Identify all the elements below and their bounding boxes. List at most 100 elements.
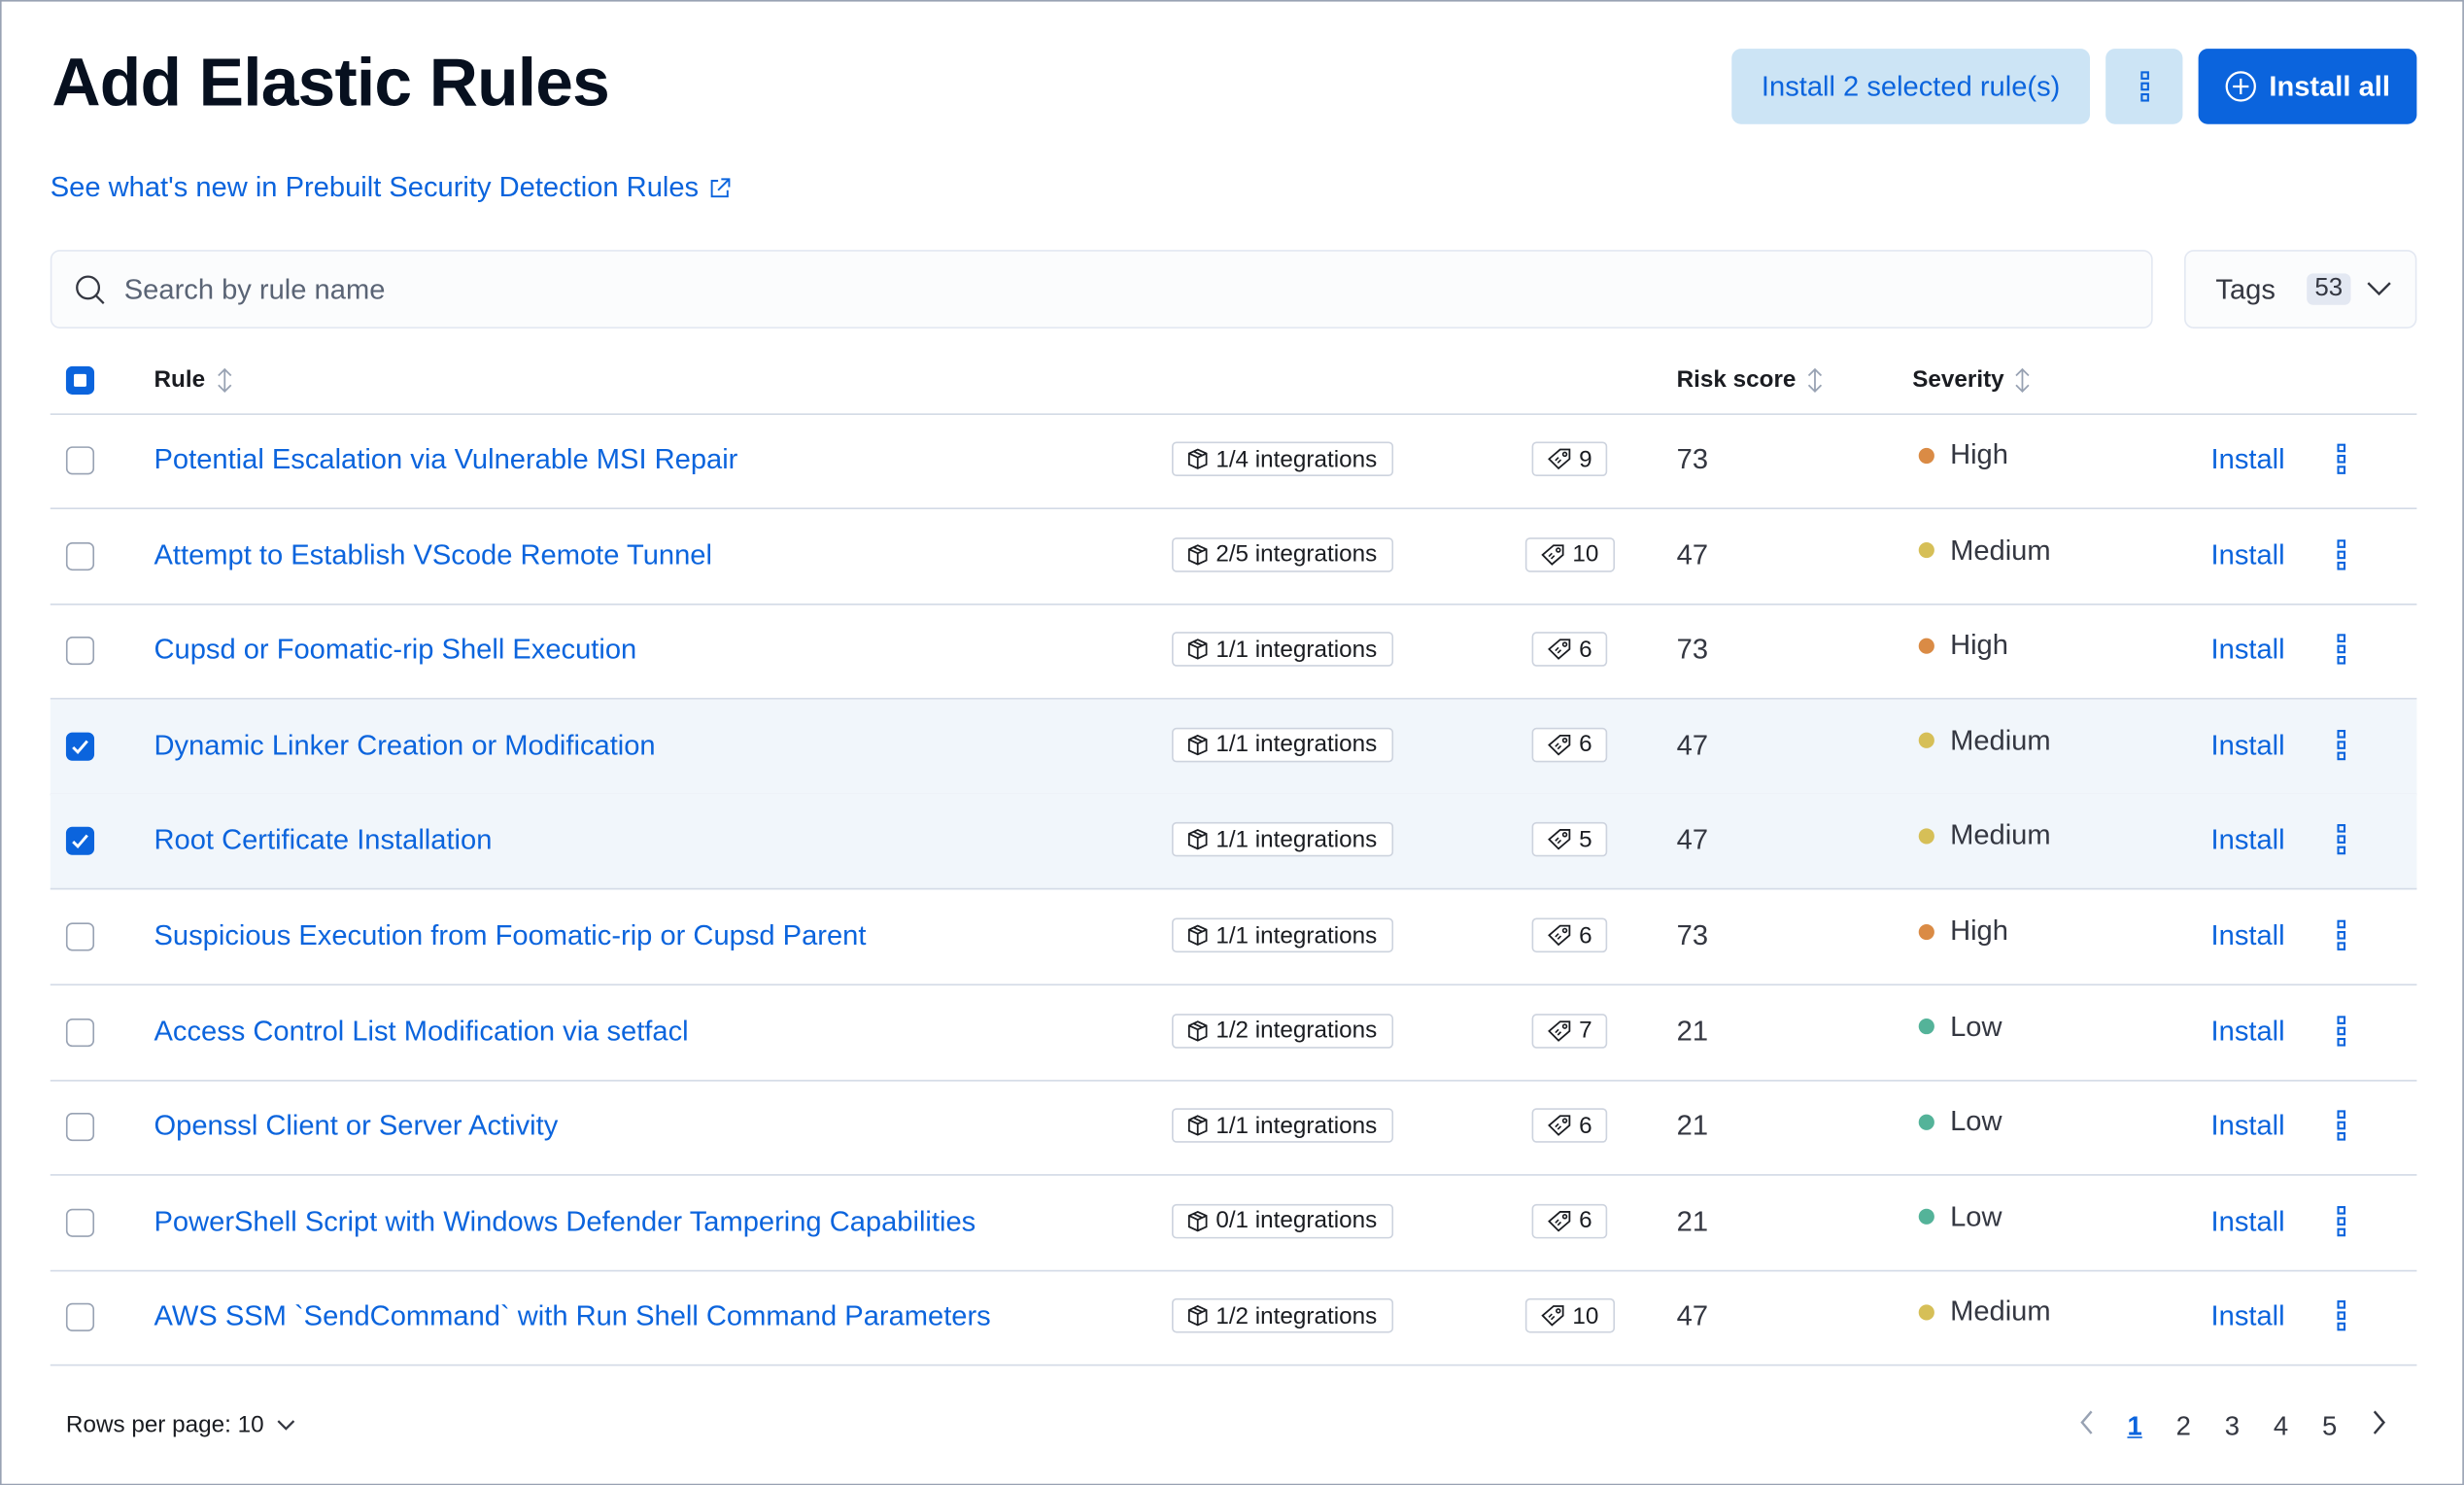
- next-page-button[interactable]: [2354, 1410, 2403, 1443]
- row-checkbox[interactable]: [65, 446, 95, 475]
- page-2-button[interactable]: 2: [2175, 1410, 2191, 1441]
- tags-badge[interactable]: 6: [1531, 632, 1608, 668]
- install-rule-button[interactable]: Install: [2210, 1015, 2285, 1047]
- rule-name-link[interactable]: Cupsd or Foomatic-rip Shell Execution: [154, 634, 637, 666]
- sort-icon: [1807, 366, 1822, 393]
- page-4-button[interactable]: 4: [2273, 1410, 2289, 1441]
- integrations-badge[interactable]: 1/1 integrations: [1172, 822, 1393, 858]
- tags-badge[interactable]: 10: [1524, 536, 1615, 572]
- kebab-icon: [2139, 71, 2149, 102]
- integrations-badge[interactable]: 1/2 integrations: [1172, 1298, 1393, 1334]
- install-selected-button[interactable]: Install 2 selected rule(s): [1731, 49, 2091, 124]
- row-checkbox[interactable]: [65, 922, 95, 951]
- severity-dot-icon: [1918, 542, 1934, 559]
- table-row: Cupsd or Foomatic-rip Shell Execution 1/…: [50, 604, 2417, 701]
- row-actions-button[interactable]: [2337, 1110, 2346, 1149]
- row-checkbox[interactable]: [65, 827, 95, 856]
- sort-icon: [2015, 366, 2031, 393]
- rows-per-page-button[interactable]: Rows per page: 10: [66, 1411, 295, 1438]
- install-rule-button[interactable]: Install: [2210, 824, 2285, 856]
- integrations-badge[interactable]: 1/1 integrations: [1172, 917, 1393, 953]
- column-rule[interactable]: Rule: [154, 366, 233, 393]
- install-rule-button[interactable]: Install: [2210, 538, 2285, 570]
- rule-name-link[interactable]: Dynamic Linker Creation or Modification: [154, 729, 656, 761]
- rule-name-link[interactable]: Attempt to Establish VScode Remote Tunne…: [154, 538, 712, 570]
- search-icon: [76, 275, 105, 304]
- install-rule-button[interactable]: Install: [2210, 729, 2285, 761]
- page-1-button[interactable]: 1: [2127, 1410, 2142, 1441]
- column-severity[interactable]: Severity: [1912, 366, 2033, 393]
- select-all-checkbox[interactable]: [65, 365, 95, 395]
- tags-count: 10: [1572, 1302, 1599, 1330]
- integrations-badge[interactable]: 1/1 integrations: [1172, 727, 1393, 763]
- install-rule-button[interactable]: Install: [2210, 443, 2285, 475]
- row-checkbox[interactable]: [65, 1303, 95, 1332]
- install-rule-button[interactable]: Install: [2210, 919, 2285, 951]
- install-rule-button[interactable]: Install: [2210, 1110, 2285, 1142]
- row-actions-button[interactable]: [2337, 634, 2346, 673]
- rule-name-link[interactable]: Openssl Client or Server Activity: [154, 1110, 559, 1142]
- row-actions-button[interactable]: [2337, 919, 2346, 958]
- tags-badge[interactable]: 6: [1531, 727, 1608, 763]
- integrations-badge[interactable]: 1/1 integrations: [1172, 1108, 1393, 1144]
- whats-new-link-text[interactable]: See what's new in Prebuilt Security Dete…: [50, 171, 700, 203]
- severity: High: [1918, 438, 2008, 471]
- tags-badge[interactable]: 6: [1531, 1108, 1608, 1144]
- install-rule-button[interactable]: Install: [2210, 634, 2285, 666]
- package-icon: [1187, 1305, 1208, 1327]
- tag-icon: [1548, 1115, 1571, 1137]
- rule-name-link[interactable]: AWS SSM `SendCommand` with Run Shell Com…: [154, 1300, 991, 1332]
- row-checkbox[interactable]: [65, 1018, 95, 1047]
- row-checkbox[interactable]: [65, 1208, 95, 1237]
- rule-name-link[interactable]: Root Certificate Installation: [154, 824, 493, 856]
- integrations-text: 1/2 integrations: [1215, 1017, 1378, 1045]
- rule-name-link[interactable]: Access Control List Modification via set…: [154, 1015, 689, 1047]
- severity-label: Medium: [1950, 819, 2051, 851]
- page-5-button[interactable]: 5: [2321, 1410, 2338, 1441]
- row-actions-button[interactable]: [2337, 1205, 2346, 1244]
- risk-score: 73: [1676, 634, 1709, 666]
- rule-name-link[interactable]: Potential Escalation via Vulnerable MSI …: [154, 443, 738, 475]
- integrations-badge[interactable]: 1/2 integrations: [1172, 1013, 1393, 1049]
- tags-badge[interactable]: 6: [1531, 1203, 1608, 1239]
- search-bar: [50, 250, 2153, 329]
- row-actions-button[interactable]: [2337, 1015, 2346, 1053]
- package-icon: [1187, 639, 1208, 660]
- tags-badge[interactable]: 5: [1531, 822, 1608, 858]
- search-input[interactable]: [120, 270, 2013, 308]
- install-rule-button[interactable]: Install: [2210, 1300, 2285, 1332]
- tags-badge[interactable]: 7: [1531, 1013, 1608, 1049]
- package-icon: [1187, 1019, 1208, 1041]
- tag-icon: [1548, 924, 1571, 947]
- install-rule-button[interactable]: Install: [2210, 1205, 2285, 1237]
- severity-dot-icon: [1918, 923, 1934, 940]
- prev-page-button[interactable]: [2062, 1410, 2110, 1443]
- install-all-button[interactable]: Install all: [2198, 49, 2417, 124]
- integrations-badge[interactable]: 1/4 integrations: [1172, 441, 1393, 477]
- row-checkbox[interactable]: [65, 541, 95, 570]
- integrations-badge[interactable]: 2/5 integrations: [1172, 536, 1393, 572]
- severity: Low: [1918, 1105, 2002, 1138]
- row-actions-button[interactable]: [2337, 824, 2346, 863]
- row-actions-button[interactable]: [2337, 1300, 2346, 1339]
- rule-name-link[interactable]: Suspicious Execution from Foomatic-rip o…: [154, 919, 867, 951]
- rule-name-link[interactable]: PowerShell Script with Windows Defender …: [154, 1205, 976, 1237]
- row-actions-button[interactable]: [2337, 729, 2346, 768]
- whats-new-link[interactable]: See what's new in Prebuilt Security Dete…: [51, 171, 731, 204]
- row-checkbox[interactable]: [65, 637, 95, 666]
- row-actions-button[interactable]: [2337, 443, 2346, 482]
- row-actions-button[interactable]: [2337, 538, 2346, 577]
- column-risk-score[interactable]: Risk score: [1677, 366, 1825, 393]
- kebab-icon: [2337, 919, 2346, 950]
- tags-badge[interactable]: 10: [1524, 1298, 1615, 1334]
- page-3-button[interactable]: 3: [2224, 1410, 2241, 1441]
- tags-badge[interactable]: 6: [1531, 917, 1608, 953]
- integrations-badge[interactable]: 1/1 integrations: [1172, 632, 1393, 668]
- tags-filter-button[interactable]: Tags 53: [2184, 250, 2417, 329]
- tags-badge[interactable]: 9: [1531, 441, 1608, 477]
- row-checkbox[interactable]: [65, 1113, 95, 1142]
- tag-icon: [1548, 448, 1571, 470]
- more-actions-button[interactable]: [2105, 49, 2183, 124]
- integrations-badge[interactable]: 0/1 integrations: [1172, 1203, 1393, 1239]
- row-checkbox[interactable]: [65, 732, 95, 761]
